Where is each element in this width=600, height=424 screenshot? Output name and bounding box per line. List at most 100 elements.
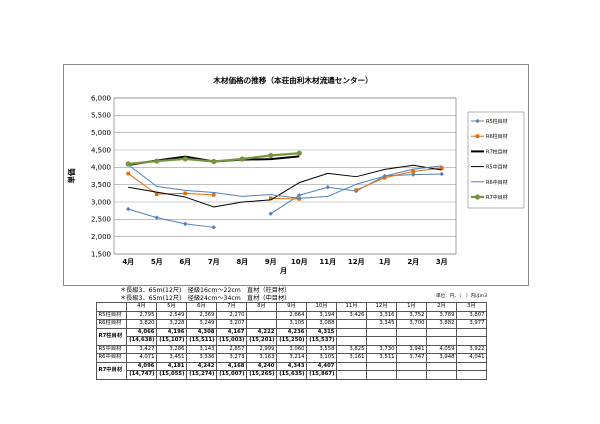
legend-label: R7柱目材 bbox=[486, 148, 508, 155]
x-tick-label: 4月 bbox=[122, 258, 134, 266]
table-row-label: R6柱目材 bbox=[96, 319, 127, 329]
table-row: R6中目材 4,071 3,451 3,336 3,273 3,163 3,214 3,105… bbox=[96, 353, 487, 363]
table-month-header: 7月 bbox=[216, 302, 247, 312]
data-point-series-6 bbox=[125, 161, 131, 167]
table-cell: 3,825 bbox=[336, 344, 367, 354]
data-point-series-2 bbox=[439, 166, 444, 170]
data-point-series-2 bbox=[354, 188, 359, 192]
series-line-5 bbox=[127, 164, 442, 199]
data-point-series-6 bbox=[296, 150, 302, 156]
data-point-series-6 bbox=[268, 152, 274, 159]
table-cell bbox=[336, 327, 367, 337]
table-cell: 4,343 bbox=[276, 361, 307, 371]
chart-frame: 木材価格の推移（本荘由利木材流通センター） 1,500 2,000 2,500 3,00… bbox=[63, 64, 529, 286]
data-point-series-1 bbox=[183, 221, 188, 227]
y-tick-label: 2,000 bbox=[91, 233, 111, 241]
table-volume-cell bbox=[426, 336, 457, 346]
table-month-header: 5月 bbox=[156, 302, 187, 312]
note-pillar-spec: ＊長級3．65m(12尺) 径級16cm～22cm 直材（柱目材） bbox=[120, 287, 291, 294]
table-header-row: 4月 5月 6月 7月 8月 9月 10月 11月 12月 1月 2月 3月 bbox=[96, 302, 487, 312]
x-tick-label: 9月 bbox=[265, 258, 277, 266]
table-cell: 3,228 bbox=[156, 319, 187, 329]
table-cell: 3,948 bbox=[426, 353, 457, 363]
table-cell: 2,999 bbox=[246, 344, 277, 354]
table-volume-cell: (15,265) bbox=[246, 370, 277, 380]
series-line-2 bbox=[127, 167, 442, 200]
table-row-label: R6中目材 bbox=[96, 353, 127, 363]
x-tick-label: 3月 bbox=[436, 258, 448, 266]
table-corner-cell bbox=[96, 302, 127, 312]
table-cell: 2,795 bbox=[126, 310, 157, 320]
data-point-series-6 bbox=[239, 156, 245, 162]
table-volume-cell bbox=[456, 370, 487, 380]
data-point-series-1 bbox=[411, 172, 416, 177]
table-volume-cell bbox=[336, 370, 367, 380]
table-cell: 2,857 bbox=[216, 344, 247, 354]
table-cell bbox=[246, 319, 277, 329]
table-cell: 3,558 bbox=[306, 344, 337, 354]
legend-marker bbox=[474, 194, 481, 200]
data-point-series-2 bbox=[154, 192, 159, 196]
table-row-label: R5中目材 bbox=[96, 344, 127, 354]
table-cell bbox=[366, 327, 397, 337]
data-point-series-1 bbox=[211, 225, 216, 230]
table-cell bbox=[336, 319, 367, 329]
data-point-series-2 bbox=[268, 196, 273, 201]
data-point-series-1 bbox=[297, 193, 302, 198]
table-cell: 3,163 bbox=[246, 353, 277, 363]
table-cell bbox=[456, 327, 487, 337]
x-tick-label: 11月 bbox=[319, 258, 336, 266]
table-cell: 3,105 bbox=[276, 319, 307, 329]
x-tick-label: 5月 bbox=[151, 258, 163, 266]
legend-label: R6中目材 bbox=[486, 179, 508, 186]
legend-label: R7中目材 bbox=[486, 194, 508, 201]
y-tick-label: 3,500 bbox=[91, 181, 111, 189]
table-cell: 3,194 bbox=[306, 310, 337, 320]
y-tick-label: 1,500 bbox=[91, 250, 111, 258]
table-cell: 4,240 bbox=[246, 361, 277, 371]
table-volume-cell: (15,537) bbox=[306, 336, 337, 346]
x-tick-label: 7月 bbox=[208, 258, 220, 266]
table-cell: 4,242 bbox=[186, 361, 217, 371]
table-month-header: 11月 bbox=[336, 302, 367, 312]
table-cell: 3,789 bbox=[426, 310, 457, 320]
table-cell: 4,407 bbox=[306, 361, 337, 371]
data-point-series-6 bbox=[182, 156, 188, 162]
table-cell: 4,315 bbox=[306, 327, 337, 337]
table-month-header: 2月 bbox=[426, 302, 457, 312]
line-chart: 木材価格の推移（本荘由利木材流通センター） 1,500 2,000 2,500 3,00… bbox=[66, 75, 525, 275]
x-tick-label: 10月 bbox=[291, 258, 308, 266]
table-month-header: 6月 bbox=[186, 302, 217, 312]
table-cell bbox=[366, 361, 397, 371]
table-cell: 3,511 bbox=[366, 353, 397, 363]
table-row-label: R7柱目材 bbox=[96, 327, 127, 346]
table-month-header: 4月 bbox=[126, 302, 157, 312]
y-tick-label: 6,000 bbox=[91, 94, 111, 102]
table-month-header: 9月 bbox=[276, 302, 307, 312]
table-row-label: R5柱目材 bbox=[96, 310, 127, 320]
table-cell bbox=[426, 361, 457, 371]
table-cell: 3,747 bbox=[396, 353, 427, 363]
table-cell: 3,345 bbox=[366, 319, 397, 329]
table-cell bbox=[456, 361, 487, 371]
table-cell: 4,308 bbox=[186, 327, 217, 337]
data-point-series-2 bbox=[382, 175, 387, 180]
table-cell: 2,664 bbox=[276, 310, 307, 320]
price-table: 4月 5月 6月 7月 8月 9月 10月 11月 12月 1月 2月 3月 R5柱目材 2,795 2,… bbox=[96, 302, 487, 380]
table-volume-cell: (15,635) bbox=[276, 370, 307, 380]
table-row: R5柱目材 2,795 2,549 2,369 2,270 2,664 3,194 3,426… bbox=[96, 310, 487, 320]
data-point-series-1 bbox=[439, 171, 444, 177]
table-volume-cell bbox=[366, 370, 397, 380]
unit-note: 単位：円、（ ）内はm3 bbox=[436, 294, 488, 299]
table-volume-cell bbox=[366, 336, 397, 346]
legend bbox=[467, 111, 525, 209]
x-tick-label: 6月 bbox=[179, 258, 191, 266]
table-row: R7中目材 4,096 4,181 4,242 4,168 4,240 4,343 4,407 bbox=[96, 361, 487, 380]
table-cell: 2,270 bbox=[216, 310, 247, 320]
table-cell: 3,088 bbox=[306, 319, 337, 329]
x-tick-label: 12月 bbox=[348, 258, 365, 266]
table-volume-row: (14,638) (15,107) (15,511) (15,003) (15,201)… bbox=[97, 336, 487, 346]
table-volume-cell bbox=[456, 336, 487, 346]
table-cell bbox=[396, 361, 427, 371]
table-cell: 3,977 bbox=[456, 319, 487, 329]
